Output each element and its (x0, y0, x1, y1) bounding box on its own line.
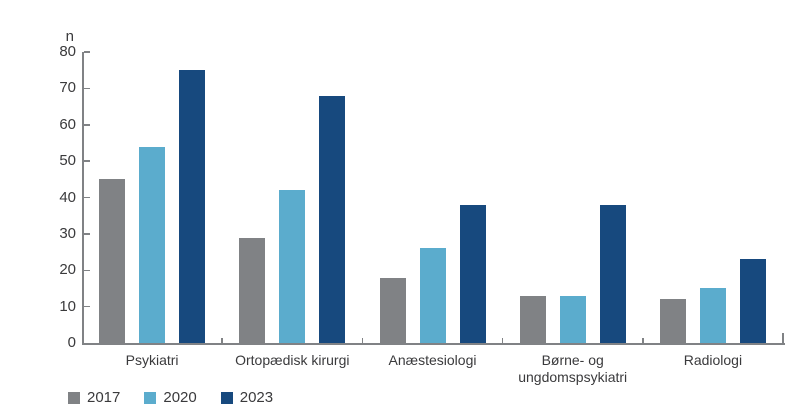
legend: 2017 2020 2023 (68, 389, 297, 406)
y-tick-mark (83, 233, 90, 235)
y-tick-label: 70 (59, 79, 76, 97)
bar-2020 (699, 288, 726, 343)
x-tick-mark (501, 338, 504, 343)
x-category-label: Anæstesiologi (388, 352, 477, 368)
bar-2017 (239, 237, 266, 343)
bar-2023 (739, 259, 766, 343)
x-tick-mark (221, 338, 223, 343)
x-axis-line (82, 343, 785, 345)
legend-item-2020: 2020 (144, 389, 197, 406)
bar-2023 (179, 70, 206, 343)
y-tick-mark (83, 196, 90, 199)
y-tick-mark (83, 124, 90, 126)
bar-2020 (139, 146, 166, 343)
bar-2023 (599, 204, 626, 343)
legend-label: 2017 (87, 389, 121, 406)
x-category-label: Radiologi (683, 352, 743, 368)
y-tick-mark (83, 160, 90, 162)
bar-2017 (659, 299, 686, 343)
legend-item-2017: 2017 (68, 389, 120, 406)
bar-2020 (559, 295, 586, 343)
x-category-label: Børne- og ungdomspsykiatri (518, 352, 628, 385)
y-tick-label: 80 (59, 43, 76, 60)
bar-2023 (459, 204, 486, 343)
y-tick-label: 50 (59, 152, 76, 170)
y-tick-mark (83, 87, 90, 90)
bar-2017 (99, 179, 126, 343)
legend-swatch (220, 391, 233, 404)
y-tick-label: 0 (67, 334, 76, 351)
y-tick-mark (83, 305, 90, 308)
x-category-label: Psykiatri (125, 352, 179, 368)
bar-2020 (279, 190, 306, 343)
legend-swatch (68, 391, 80, 404)
y-tick-mark (83, 51, 90, 53)
y-tick-label: 60 (59, 115, 76, 133)
bar-2017 (379, 277, 406, 343)
x-tick-mark (782, 333, 784, 343)
x-tick-mark (361, 338, 364, 343)
y-tick-label: 30 (59, 224, 76, 242)
y-axis-line (82, 52, 84, 343)
bar-2017 (519, 295, 546, 343)
y-axis-unit-label: n (65, 28, 74, 45)
legend-swatch (144, 391, 157, 404)
x-tick-mark (642, 338, 644, 343)
bar-2023 (319, 95, 346, 343)
y-tick-label: 40 (59, 188, 76, 206)
legend-item-2023: 2023 (220, 389, 274, 406)
y-tick-label: 20 (59, 261, 76, 279)
y-tick-label: 10 (59, 297, 76, 315)
legend-label: 2020 (163, 389, 197, 406)
bar-2020 (419, 248, 446, 343)
y-tick-mark (83, 269, 90, 271)
x-category-label: Ortopædisk kirurgi (235, 352, 350, 368)
legend-label: 2023 (239, 389, 274, 406)
